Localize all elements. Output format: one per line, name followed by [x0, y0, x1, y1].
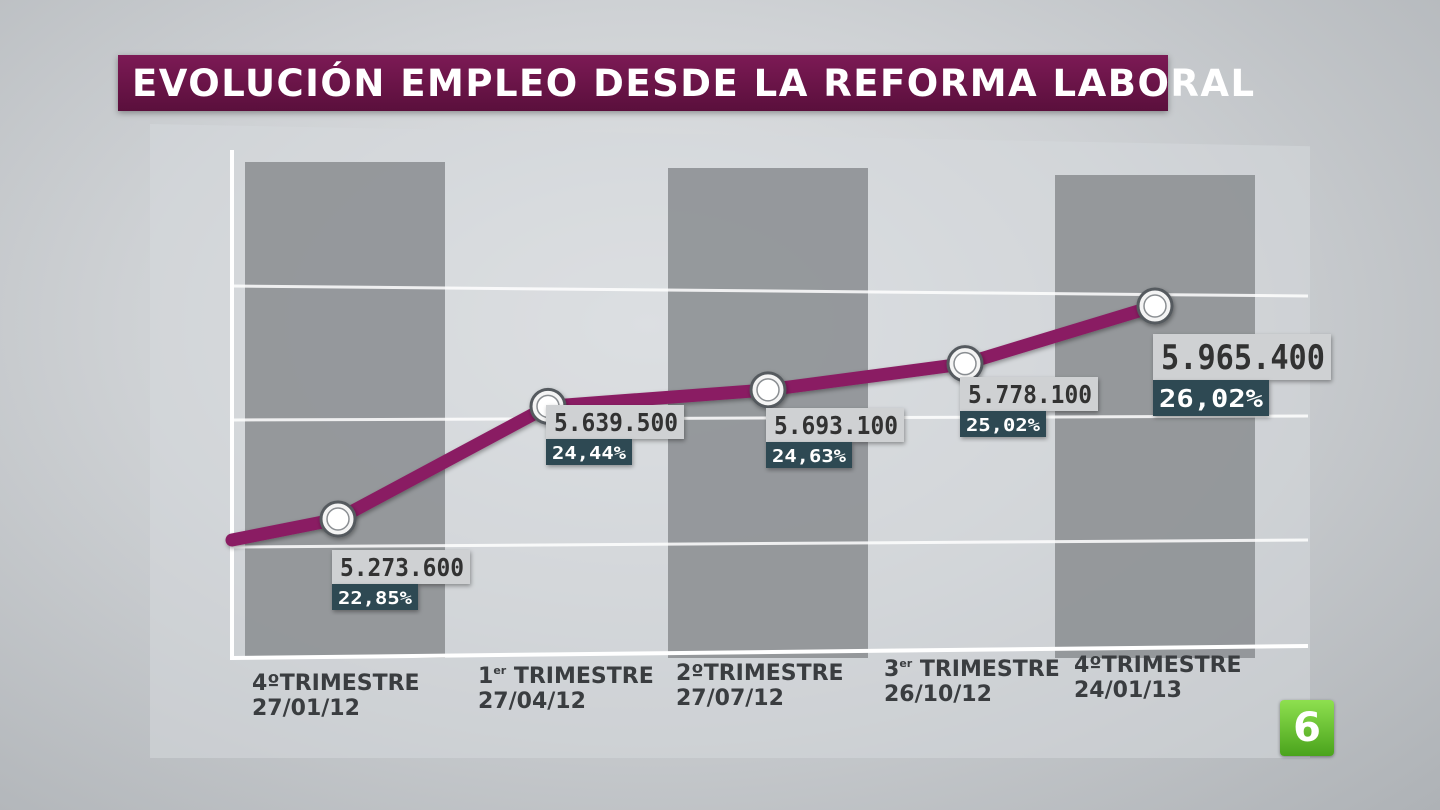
value-label-box: 5.965.400 — [1153, 334, 1331, 380]
x-tick-label: 4ºTRIMESTRE — [252, 671, 420, 696]
percent-label: 26,02% — [1159, 384, 1263, 413]
x-tick-label: 4ºTRIMESTRE — [1074, 653, 1242, 678]
x-tick-date: 24/01/13 — [1074, 678, 1182, 703]
value-label: 5.273.600 — [340, 553, 464, 582]
percent-label-box: 26,02% — [1153, 380, 1269, 416]
x-tick-label: 2ºTRIMESTRE — [676, 661, 844, 686]
gridline — [231, 538, 1309, 549]
value-label: 5.639.500 — [554, 408, 678, 437]
chart-title: EVOLUCIÓN EMPLEO DESDE LA REFORMA LABORA… — [132, 61, 1256, 105]
value-label-box: 5.778.100 — [960, 377, 1098, 411]
x-tick-label: 1er TRIMESTRE — [478, 664, 654, 689]
percent-label-box: 24,44% — [546, 439, 632, 465]
percent-label-box: 25,02% — [960, 411, 1046, 437]
x-tick-date: 27/07/12 — [676, 686, 784, 711]
title-bar: EVOLUCIÓN EMPLEO DESDE LA REFORMA LABORA… — [118, 55, 1254, 111]
data-point — [946, 345, 984, 383]
x-tick-label: 3er TRIMESTRE — [884, 657, 1060, 682]
percent-label-box: 22,85% — [332, 584, 418, 610]
percent-label: 24,44% — [552, 443, 626, 464]
value-label-box: 5.273.600 — [332, 550, 470, 584]
value-label: 5.965.400 — [1161, 338, 1325, 378]
percent-label-box: 24,63% — [766, 442, 852, 468]
data-point — [319, 500, 357, 538]
data-point — [1136, 287, 1174, 325]
channel-logo: 6 — [1280, 700, 1334, 756]
x-tick-date: 26/10/12 — [884, 682, 992, 707]
percent-label: 22,85% — [338, 588, 412, 609]
value-label: 5.778.100 — [968, 380, 1092, 409]
data-point — [749, 371, 787, 409]
x-tick-date: 27/01/12 — [252, 696, 360, 721]
value-label: 5.693.100 — [774, 411, 898, 440]
value-label-box: 5.693.100 — [766, 408, 904, 442]
percent-label: 25,02% — [966, 415, 1040, 436]
percent-label: 24,63% — [772, 446, 846, 467]
value-label-box: 5.639.500 — [546, 405, 684, 439]
x-tick-date: 27/04/12 — [478, 689, 586, 714]
gridline — [231, 284, 1309, 298]
x-axis — [231, 644, 1309, 660]
